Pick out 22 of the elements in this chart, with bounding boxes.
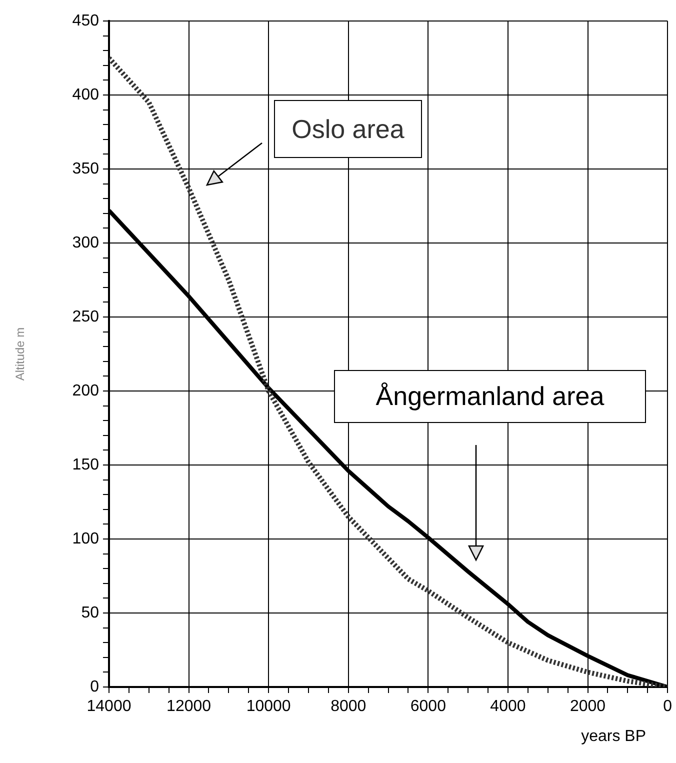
x-tick-label: 6000: [410, 698, 446, 716]
y-tick-label: 50: [81, 604, 100, 622]
y-tick-label: 450: [72, 12, 100, 30]
y-tick-label: 200: [72, 382, 100, 400]
x-tick-label: 14000: [86, 698, 132, 716]
x-tick-label: 10000: [246, 698, 291, 716]
callout-box: Ångermanland area: [334, 370, 646, 423]
y-tick-label: 150: [72, 456, 100, 474]
y-tick-label: 400: [72, 86, 100, 104]
y-tick-label: 350: [72, 160, 100, 178]
callout-box: Oslo area: [274, 100, 422, 158]
y-tick-label: 0: [90, 678, 100, 696]
y-tick-label: 100: [72, 530, 100, 548]
y-tick-label: 300: [72, 234, 100, 252]
y-axis-title: Altitude m: [13, 327, 27, 381]
x-tick-label: 0: [663, 698, 672, 716]
y-tick-label: 250: [72, 308, 100, 326]
x-tick-label: 12000: [166, 698, 212, 716]
x-tick-label: 4000: [490, 698, 526, 716]
x-tick-label: 8000: [330, 698, 366, 716]
x-tick-label: 2000: [570, 698, 606, 716]
x-axis-title: years BP: [581, 728, 646, 746]
